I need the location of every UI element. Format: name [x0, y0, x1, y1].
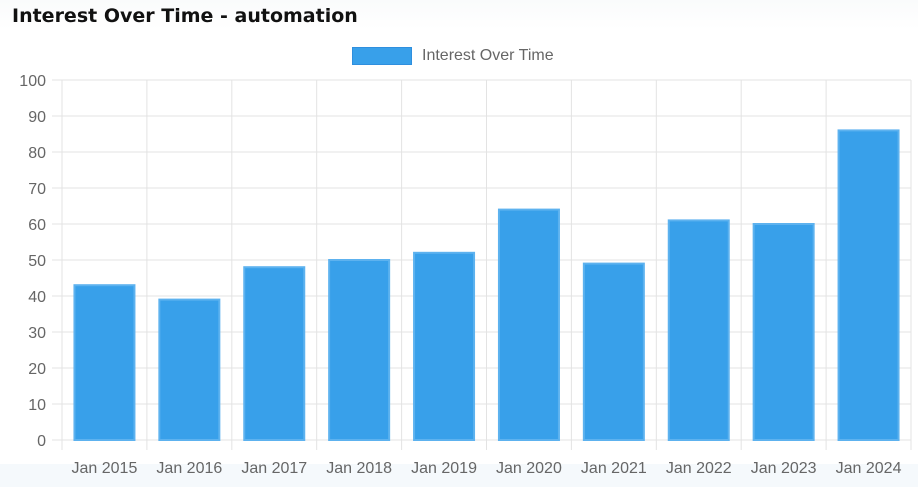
x-tick-label: Jan 2022 [666, 460, 732, 477]
x-tick-label: Jan 2015 [72, 460, 138, 477]
x-axis-ticks: Jan 2015 Jan 2016 Jan 2017 Jan 2018 Jan 2019… [72, 460, 902, 477]
legend-swatch [352, 47, 412, 65]
y-tick-label: 70 [28, 181, 46, 198]
bar-jan-2020[interactable] [497, 208, 560, 441]
bar-jan-2024[interactable] [837, 129, 900, 441]
chart-title: Interest Over Time - automation [12, 5, 358, 27]
bar-jan-2019[interactable] [413, 251, 476, 441]
y-tick-label: 20 [28, 361, 46, 378]
y-tick-label: 10 [28, 397, 46, 414]
bar-jan-2021[interactable] [582, 262, 645, 441]
y-tick-label: 30 [28, 325, 46, 342]
y-tick-label: 80 [28, 145, 46, 162]
bar-jan-2016[interactable] [158, 298, 221, 441]
y-axis-ticks: 0 10 20 30 40 50 60 70 80 90 100 [19, 73, 46, 450]
bar-jan-2022[interactable] [667, 219, 730, 441]
y-tick-label: 50 [28, 253, 46, 270]
bar-jan-2023[interactable] [752, 223, 815, 441]
y-tick-label: 100 [19, 73, 46, 90]
legend[interactable]: Interest Over Time [352, 46, 554, 66]
legend-label: Interest Over Time [422, 47, 554, 64]
x-tick-label: Jan 2024 [836, 460, 902, 477]
x-tick-label: Jan 2019 [411, 460, 477, 477]
bars [73, 129, 900, 442]
bar-jan-2017[interactable] [243, 266, 306, 442]
y-tick-label: 0 [37, 433, 46, 450]
x-tick-label: Jan 2023 [751, 460, 817, 477]
y-tick-label: 40 [28, 289, 46, 306]
x-tick-label: Jan 2021 [581, 460, 647, 477]
bottom-band [0, 464, 918, 487]
y-tick-label: 90 [28, 109, 46, 126]
bar-jan-2018[interactable] [328, 259, 391, 441]
bar-jan-2015[interactable] [73, 284, 136, 442]
x-tick-label: Jan 2016 [156, 460, 222, 477]
x-tick-label: Jan 2018 [326, 460, 392, 477]
y-tick-label: 60 [28, 217, 46, 234]
x-tick-label: Jan 2020 [496, 460, 562, 477]
x-tick-label: Jan 2017 [241, 460, 307, 477]
